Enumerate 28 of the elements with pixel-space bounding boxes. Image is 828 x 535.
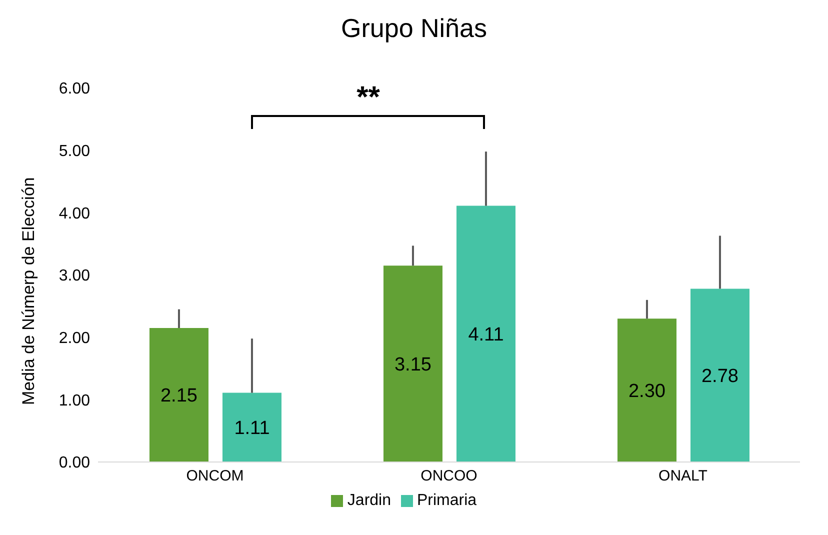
bar [383, 266, 442, 462]
bar [690, 288, 750, 462]
data-label: 2.78 [701, 366, 738, 388]
legend-label: Jardin [347, 492, 391, 509]
y-tick-label: 1.00 [58, 392, 90, 410]
y-tick-label: 4.00 [58, 205, 90, 222]
x-tick-label: ONCOM [186, 468, 244, 485]
bar [149, 328, 208, 462]
data-label: 4.11 [468, 324, 504, 346]
x-tick-label: ONCOO [420, 468, 478, 485]
y-axis-title: Media de Númerp de Elección [19, 177, 38, 405]
chart-title: Grupo Niñas [340, 12, 488, 45]
y-tick-label: 2.00 [58, 330, 90, 348]
y-tick-label: 6.00 [58, 80, 90, 98]
bar [456, 206, 516, 462]
bar [617, 318, 676, 462]
y-tick-label: 3.00 [58, 268, 90, 285]
bar [222, 392, 282, 462]
annotation: ** [356, 81, 381, 114]
data-label: 1.11 [234, 418, 270, 440]
x-tick-label: ONALT [658, 468, 708, 485]
data-label: 3.15 [394, 354, 432, 376]
legend-label: Primaria [417, 492, 477, 509]
data-label: 2.15 [160, 386, 198, 407]
significance-bracket: ** [251, 82, 486, 130]
y-tick-label: 5.00 [58, 143, 90, 160]
y-tick-label: 0.00 [58, 454, 90, 472]
data-label: 2.30 [628, 381, 666, 402]
